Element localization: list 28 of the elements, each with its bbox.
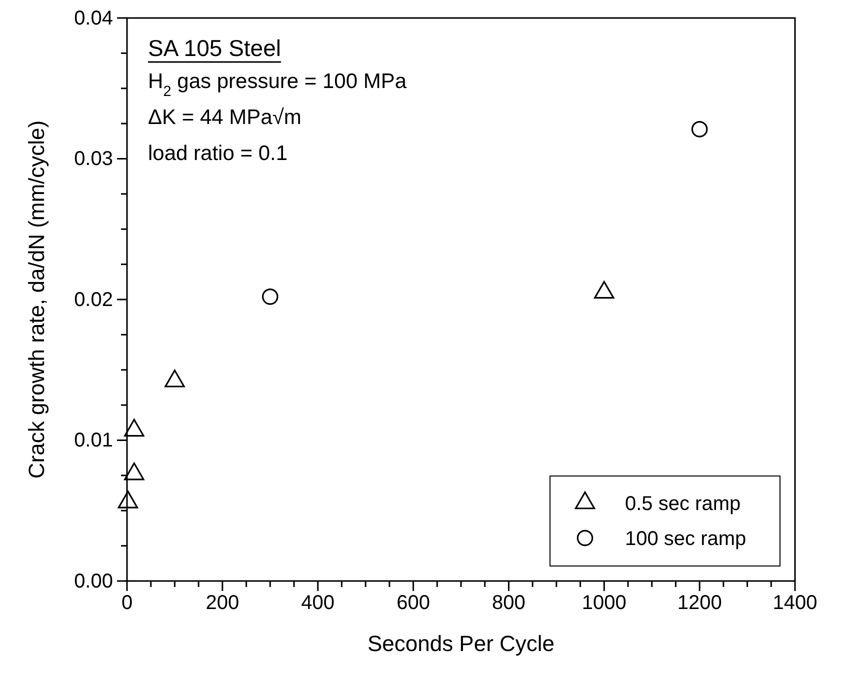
y-tick-label: 0.03	[74, 148, 113, 170]
x-tick-label: 600	[396, 592, 430, 614]
y-tick-label: 0.01	[74, 430, 113, 452]
y-tick-label: 0.04	[74, 7, 113, 30]
y-axis-title: Crack growth rate, da/dN (mm/cycle)	[24, 120, 49, 479]
point	[124, 462, 144, 480]
annotation: H$_{2}$ gas pressure = 100 MPa	[148, 70, 407, 100]
x-axis-title: Seconds Per Cycle	[367, 631, 555, 656]
y-tick-label: 0.00	[74, 570, 113, 592]
point	[594, 280, 614, 299]
point	[691, 121, 708, 138]
point	[164, 370, 185, 388]
x-tick-label: 1400	[772, 592, 818, 614]
x-tick-label: 1000	[582, 592, 626, 614]
y-tick-label: 0.02	[74, 288, 113, 311]
annotation: load ratio = 0.1	[148, 142, 288, 165]
x-tick-label: 0	[121, 592, 133, 614]
annotation: ΔK = 44 MPa√m	[148, 106, 302, 129]
x-tick-label: 200	[206, 592, 240, 614]
point	[124, 418, 144, 437]
legend-label: 100 sec ramp	[625, 528, 746, 550]
point	[118, 490, 138, 508]
legend-label: 0.5 sec ramp	[625, 493, 741, 515]
annotation: SA 105 Steel	[148, 35, 281, 61]
point	[262, 288, 278, 305]
x-tick-label: 800	[492, 592, 526, 614]
x-tick-label: 400	[301, 592, 335, 614]
x-tick-label: 1200	[677, 592, 722, 614]
